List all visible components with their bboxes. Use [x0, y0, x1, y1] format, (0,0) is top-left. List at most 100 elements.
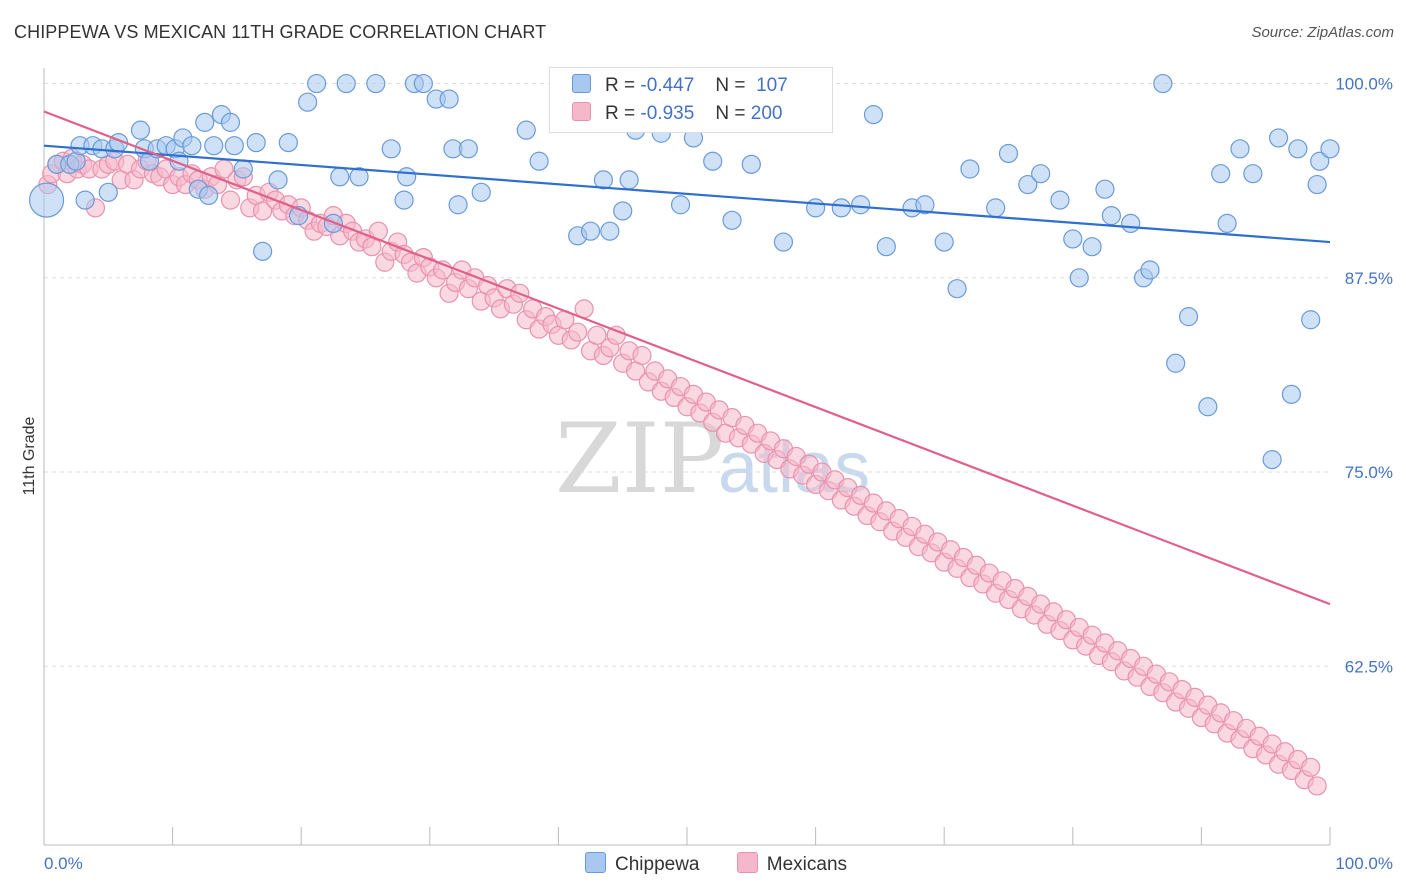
- chippewa-point: [1121, 213, 1141, 233]
- chippewa-point: [381, 139, 401, 159]
- chippewa-point: [934, 232, 954, 252]
- chippewa-point: [805, 198, 826, 218]
- chippewa-point: [1211, 164, 1231, 184]
- r-label: R =: [605, 75, 636, 96]
- chippewa-point: [195, 112, 215, 132]
- chippewa-point: [1243, 164, 1263, 184]
- chippewa-n-value: 107: [756, 75, 788, 96]
- mexicans-legend-swatch: [736, 852, 758, 873]
- mexicans-point: [220, 190, 241, 210]
- chippewa-point: [1310, 151, 1330, 171]
- chippewa-point: [1268, 128, 1289, 148]
- chippewa-point: [593, 170, 614, 190]
- chippewa-point: [199, 185, 219, 206]
- mexicans-n-value: 200: [750, 103, 783, 124]
- mexicans-legend-label: Mexicans: [766, 854, 848, 875]
- chippewa-point: [1101, 206, 1121, 226]
- chippewa-point: [1178, 307, 1199, 327]
- legend-item-mexicans[interactable]: Mexicans: [736, 852, 848, 876]
- chippewa-point: [28, 182, 65, 218]
- correlation-legend: R = -0.447 N = 107 R = -0.935 N = 200: [549, 67, 833, 133]
- chippewa-point: [246, 132, 266, 153]
- chippewa-point: [986, 198, 1006, 218]
- chippewa-point: [915, 195, 935, 215]
- chippewa-point: [458, 139, 478, 159]
- chart-title: CHIPPEWA VS MEXICAN 11TH GRADE CORRELATI…: [14, 22, 547, 42]
- mexicans-trend-line: [43, 110, 1331, 606]
- chippewa-point: [831, 198, 851, 218]
- chippewa-point: [1301, 310, 1321, 330]
- chippewa-point: [580, 221, 601, 241]
- y-tick-label: 100.0%: [1335, 75, 1393, 94]
- mexicans-point: [587, 325, 607, 345]
- chippewa-legend-swatch: [585, 852, 606, 873]
- mexicans-r-value: -0.935: [640, 103, 695, 124]
- chippewa-point: [613, 201, 633, 221]
- chippewa-legend-label: Chippewa: [615, 854, 700, 875]
- chippewa-point: [1320, 139, 1340, 159]
- chippewa-point: [1217, 213, 1237, 233]
- chippewa-point: [298, 92, 318, 112]
- chippewa-point: [1050, 190, 1070, 210]
- chippewa-point: [330, 167, 350, 187]
- y-tick-label: 87.5%: [1345, 269, 1393, 288]
- chippewa-point: [336, 73, 356, 94]
- chippewa-point: [600, 221, 620, 241]
- chippewa-point: [397, 167, 417, 187]
- chippewa-point: [1069, 268, 1089, 288]
- chippewa-point: [1198, 397, 1218, 417]
- chippewa-point: [278, 132, 298, 153]
- chippewa-point: [773, 232, 794, 252]
- mexicans-point: [1307, 776, 1327, 796]
- n-label: N =: [715, 103, 746, 124]
- chippewa-point: [233, 159, 253, 179]
- chippewa-point: [1166, 353, 1186, 373]
- r-label: R =: [605, 103, 636, 124]
- chippewa-point: [722, 210, 742, 230]
- chippewa-point: [947, 279, 967, 299]
- chippewa-trend-line: [43, 144, 1331, 244]
- chippewa-point: [863, 105, 884, 125]
- chippewa-point: [1307, 174, 1327, 195]
- series-legend: Chippewa Mexicans: [585, 852, 879, 876]
- chippewa-swatch: [572, 74, 591, 93]
- chippewa-point: [703, 151, 723, 171]
- chippewa-point: [439, 89, 459, 109]
- source-label: Source: ZipAtlas.com: [1251, 24, 1394, 41]
- mexicans-point: [1301, 757, 1321, 777]
- chippewa-point: [516, 120, 536, 140]
- legend-row-chippewa: R = -0.447 N = 107: [572, 74, 788, 100]
- chippewa-point: [741, 154, 761, 174]
- legend-item-chippewa[interactable]: Chippewa: [585, 852, 700, 876]
- chippewa-point: [182, 136, 202, 156]
- chippewa-point: [448, 195, 468, 215]
- chippewa-point: [1288, 139, 1308, 159]
- chippewa-point: [98, 182, 118, 202]
- chippewa-point: [204, 136, 224, 156]
- chippewa-point: [471, 182, 491, 202]
- chippewa-point: [307, 73, 327, 94]
- chippewa-point: [1095, 179, 1115, 199]
- chippewa-point: [1140, 260, 1160, 280]
- chippewa-point: [1281, 384, 1302, 404]
- chippewa-point: [1031, 164, 1051, 184]
- chippewa-point: [1262, 450, 1282, 470]
- mexicans-point: [568, 322, 588, 342]
- mexicans-swatch: [572, 102, 591, 121]
- n-label: N =: [715, 75, 746, 96]
- chippewa-point: [220, 112, 241, 132]
- chippewa-point: [1082, 237, 1102, 257]
- chippewa-point: [851, 195, 871, 215]
- chippewa-point: [75, 190, 95, 210]
- mexicans-point: [632, 345, 652, 366]
- chippewa-point: [670, 195, 691, 215]
- chippewa-point: [1063, 229, 1083, 249]
- chippewa-point: [529, 151, 549, 171]
- chippewa-point: [130, 120, 151, 140]
- chippewa-point: [1153, 73, 1173, 94]
- chippewa-point: [366, 73, 386, 94]
- chippewa-point: [1018, 174, 1038, 195]
- mexicans-point: [253, 201, 273, 221]
- y-axis-label: 11th Grade: [21, 416, 38, 495]
